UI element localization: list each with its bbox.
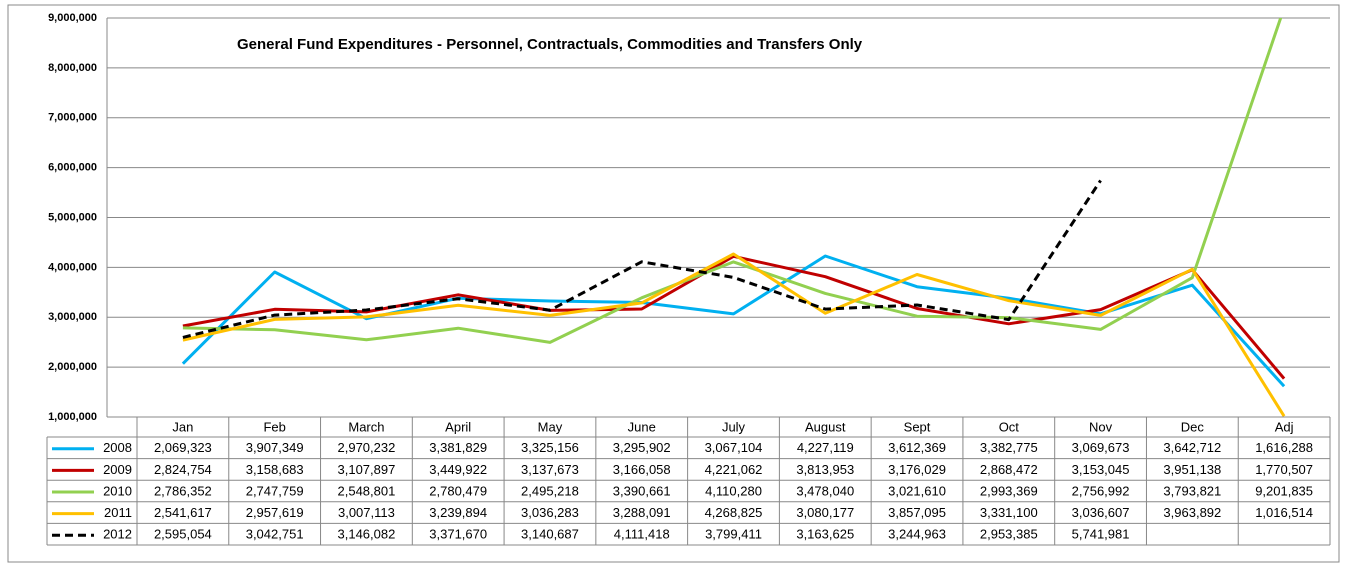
table-value: 3,642,712 <box>1163 440 1221 455</box>
table-value: 3,331,100 <box>980 505 1038 520</box>
table-value: 3,067,104 <box>705 440 763 455</box>
table-value: 2,495,218 <box>521 483 579 498</box>
table-value: 3,036,283 <box>521 505 579 520</box>
table-value: 3,176,029 <box>888 462 946 477</box>
table-value: 3,140,687 <box>521 527 579 542</box>
table-value: 3,239,894 <box>429 505 487 520</box>
table-value: 2,993,369 <box>980 483 1038 498</box>
table-value: 3,153,045 <box>1072 462 1130 477</box>
table-value: 1,770,507 <box>1255 462 1313 477</box>
table-value: 3,907,349 <box>246 440 304 455</box>
table-value: 4,110,280 <box>705 483 762 498</box>
chart-title: General Fund Expenditures - Personnel, C… <box>237 36 863 53</box>
y-tick-label: 3,000,000 <box>48 311 97 323</box>
table-value: 3,042,751 <box>246 527 304 542</box>
table-value: 2,970,232 <box>338 440 396 455</box>
table-value: 1,616,288 <box>1255 440 1313 455</box>
legend-label: 2011 <box>104 505 132 520</box>
table-value: 3,288,091 <box>613 505 671 520</box>
table-value: 2,756,992 <box>1072 483 1130 498</box>
x-tick-label: March <box>348 419 384 434</box>
x-tick-label: Jan <box>172 419 193 434</box>
x-tick-label: April <box>445 419 471 434</box>
chart-border <box>7 4 1340 563</box>
x-tick-label: May <box>538 419 563 434</box>
table-value: 2,548,801 <box>338 483 396 498</box>
x-tick-label: Dec <box>1181 419 1205 434</box>
table-value: 4,111,418 <box>614 527 670 542</box>
table-value: 3,478,040 <box>796 483 854 498</box>
x-tick-label: June <box>628 419 656 434</box>
legend-label: 2012 <box>103 527 132 542</box>
table-value: 2,953,385 <box>980 527 1038 542</box>
table-value: 3,449,922 <box>429 462 487 477</box>
y-tick-label: 6,000,000 <box>48 162 97 174</box>
table-value: 4,227,119 <box>797 440 854 455</box>
series-line <box>182 252 1286 417</box>
table-value: 3,107,897 <box>338 462 396 477</box>
table-value: 3,244,963 <box>888 527 946 542</box>
table-value: 3,951,138 <box>1163 462 1221 477</box>
table-value: 3,381,829 <box>429 440 487 455</box>
table-value: 3,007,113 <box>338 505 395 520</box>
table-value: 3,137,673 <box>521 462 579 477</box>
table-value: 2,747,759 <box>246 483 304 498</box>
table-value: 4,221,062 <box>705 462 763 477</box>
table-value: 3,371,670 <box>429 527 487 542</box>
table-value: 3,166,058 <box>613 462 671 477</box>
table-value: 5,741,981 <box>1072 527 1130 542</box>
x-tick-label: Sept <box>904 419 931 434</box>
x-tick-label: Oct <box>999 419 1020 434</box>
x-tick-label: July <box>722 419 746 434</box>
y-tick-label: 1,000,000 <box>48 411 97 423</box>
table-value: 2,069,323 <box>154 440 212 455</box>
table-value: 2,868,472 <box>980 462 1038 477</box>
x-tick-label: Feb <box>263 419 285 434</box>
table-value: 2,824,754 <box>154 462 212 477</box>
table-value: 9,201,835 <box>1255 483 1313 498</box>
y-tick-label: 7,000,000 <box>48 112 97 124</box>
table-value: 2,786,352 <box>154 483 212 498</box>
legend-label: 2009 <box>103 462 132 477</box>
table-value: 2,957,619 <box>246 505 304 520</box>
table-value: 3,857,095 <box>888 505 946 520</box>
table-value: 3,325,156 <box>521 440 579 455</box>
table-value: 3,163,625 <box>796 527 854 542</box>
table-value: 4,268,825 <box>705 505 763 520</box>
table-value: 3,069,673 <box>1072 440 1130 455</box>
table-value: 3,158,683 <box>246 462 304 477</box>
table-value: 3,021,610 <box>888 483 946 498</box>
y-tick-label: 5,000,000 <box>48 211 97 223</box>
table-value: 3,146,082 <box>338 527 396 542</box>
table-value: 1,016,514 <box>1255 505 1313 520</box>
table-value: 3,295,902 <box>613 440 671 455</box>
table-value: 3,382,775 <box>980 440 1038 455</box>
legend-label: 2008 <box>103 440 132 455</box>
x-tick-label: Nov <box>1089 419 1113 434</box>
series-line <box>182 179 1102 339</box>
y-tick-label: 8,000,000 <box>48 62 97 74</box>
table-value: 3,799,411 <box>705 527 762 542</box>
table-value: 2,541,617 <box>154 505 212 520</box>
y-tick-label: 2,000,000 <box>48 361 97 373</box>
table-value: 3,813,953 <box>796 462 854 477</box>
table-value: 3,793,821 <box>1163 483 1221 498</box>
table-value: 2,595,054 <box>154 527 212 542</box>
table-value: 3,080,177 <box>796 505 854 520</box>
y-tick-label: 4,000,000 <box>48 261 97 273</box>
legend-label: 2010 <box>103 483 132 498</box>
series-line <box>182 18 1283 344</box>
x-tick-label: Adj <box>1275 419 1294 434</box>
y-tick-label: 9,000,000 <box>48 12 97 24</box>
table-value: 3,612,369 <box>888 440 946 455</box>
table-value: 3,390,661 <box>613 483 671 498</box>
table-value: 3,036,607 <box>1072 505 1130 520</box>
series-line <box>182 254 1286 380</box>
table-value: 2,780,479 <box>429 483 487 498</box>
table-value: 3,963,892 <box>1163 505 1221 520</box>
x-tick-label: August <box>805 419 846 434</box>
